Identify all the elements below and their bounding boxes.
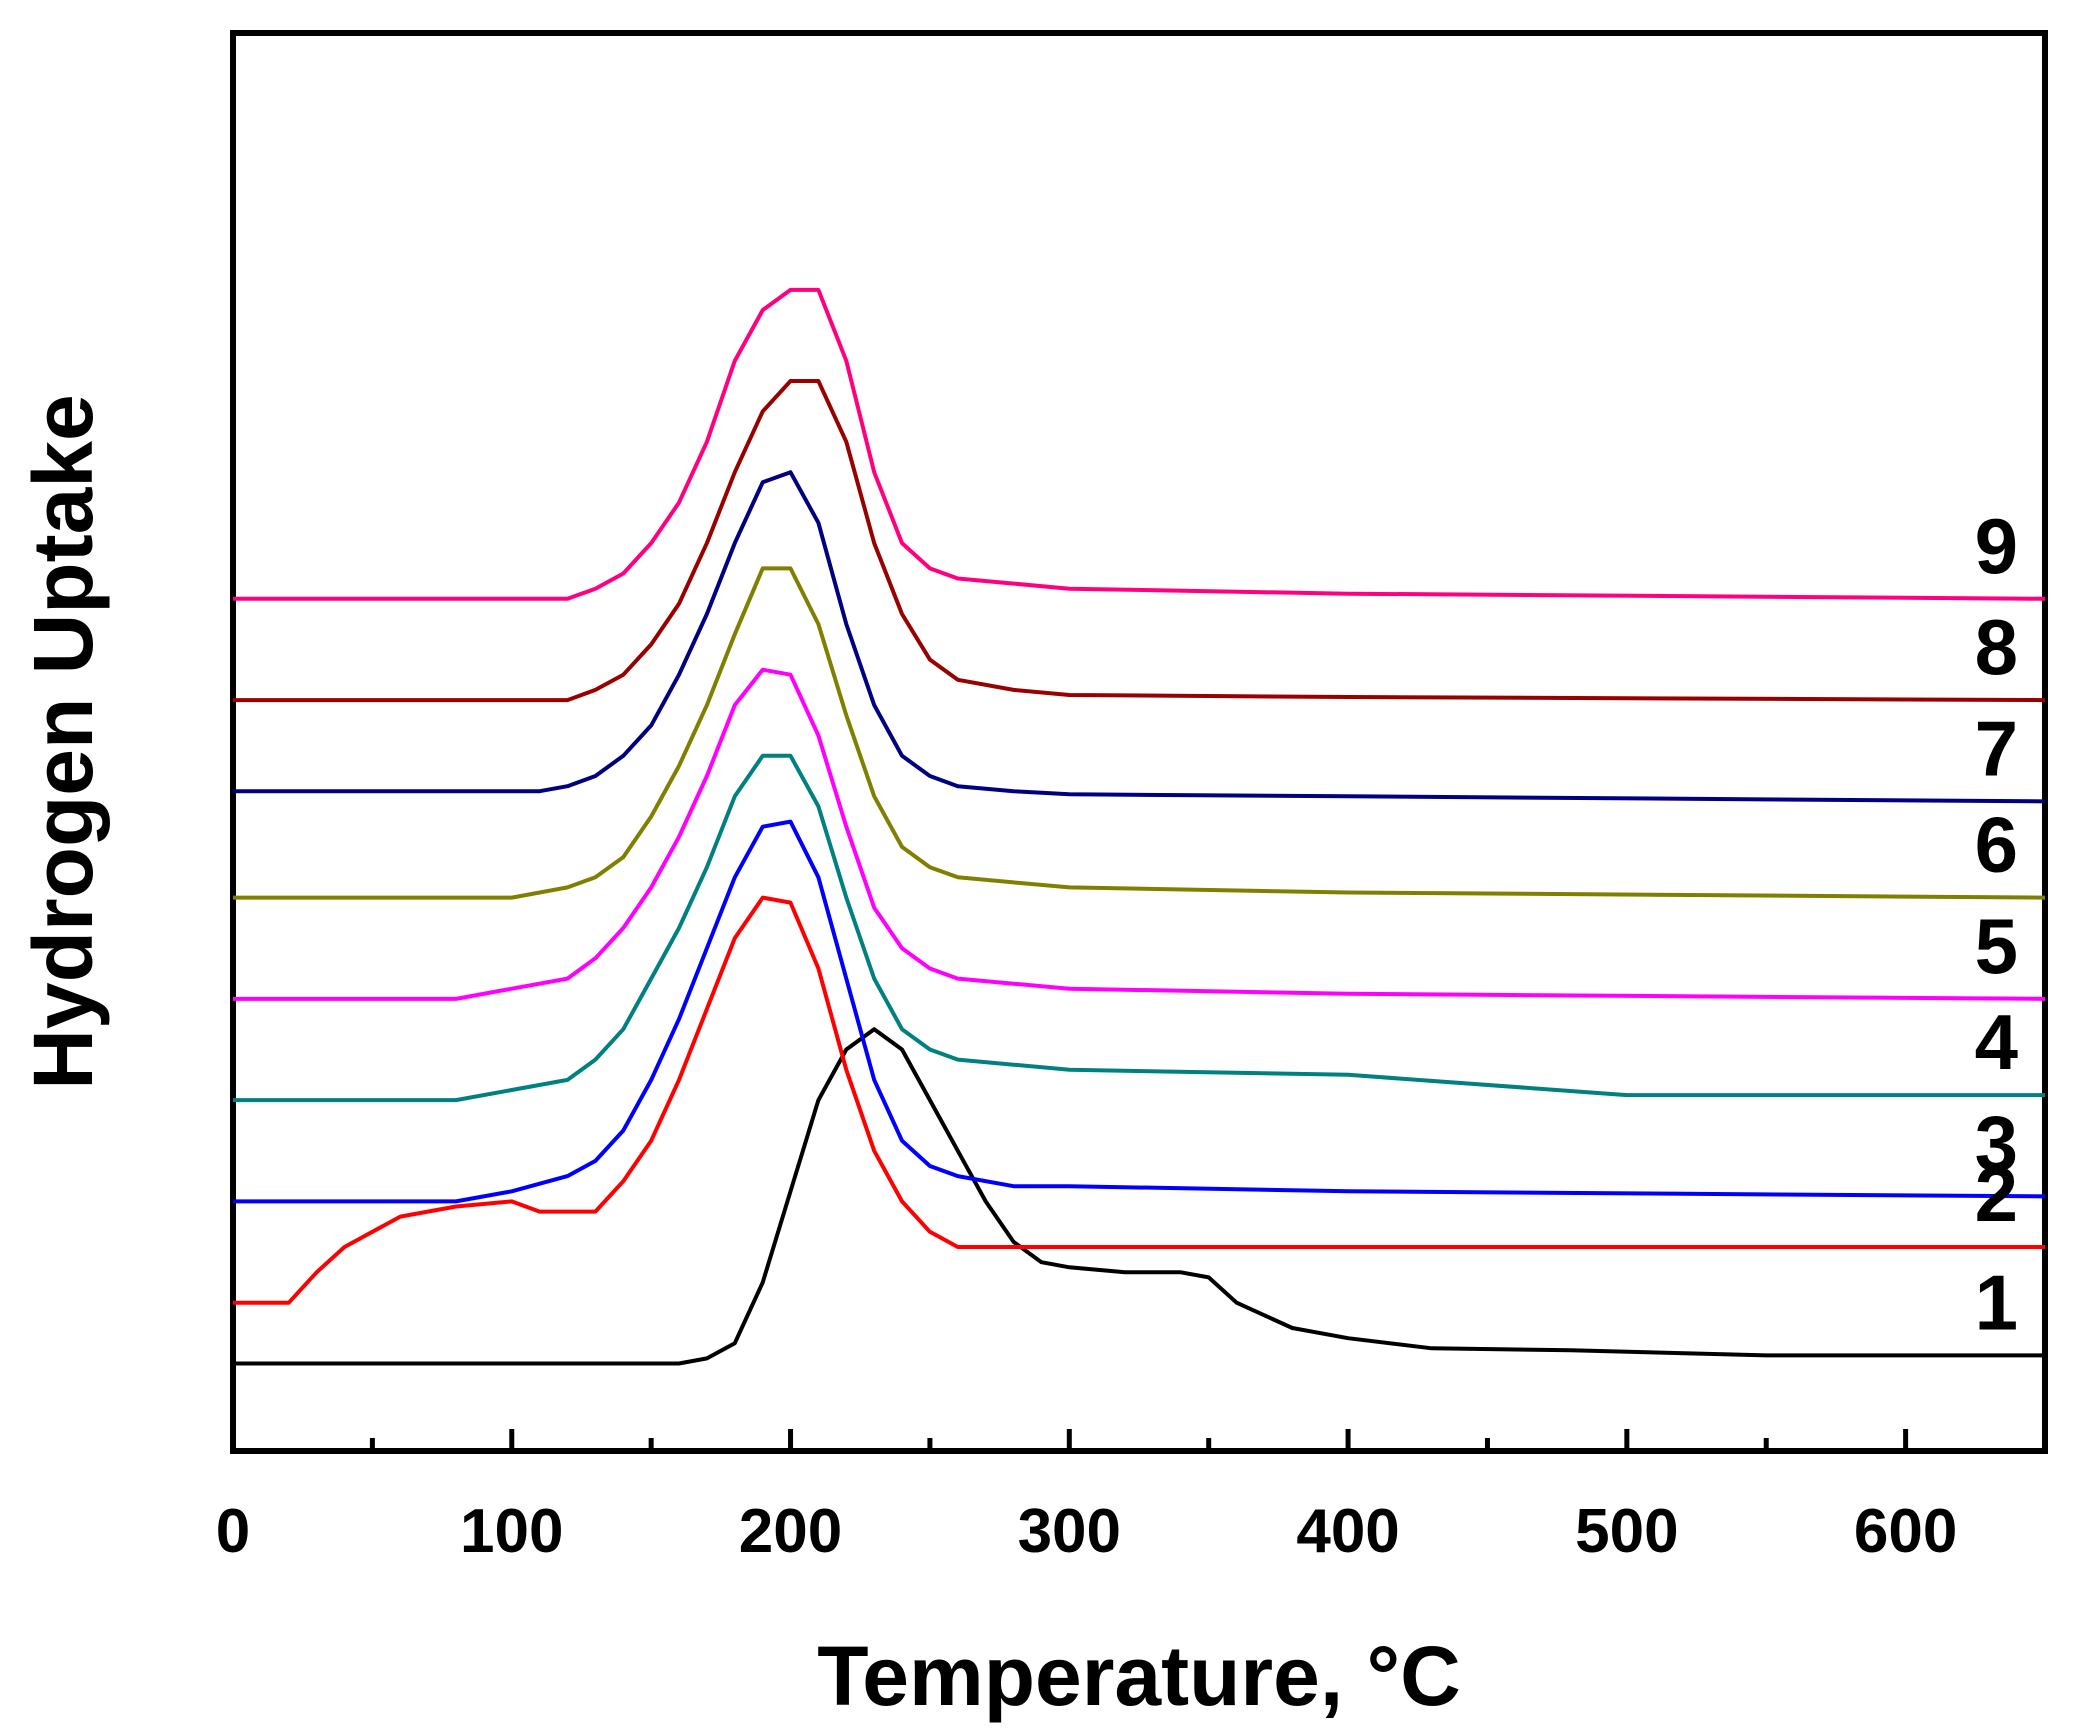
series-label-8: 8 [1975,603,2018,691]
x-tick-label: 300 [1018,1497,1121,1566]
series-label-4: 4 [1975,998,2018,1086]
series-label-9: 9 [1975,502,2018,590]
series-line-3 [233,819,2046,1204]
y-axis-title: Hydrogen Uptake [16,394,110,1089]
series-label-5: 5 [1975,902,2018,990]
series-line-2 [233,895,2045,1305]
x-tick-label: 0 [216,1497,250,1566]
series-line-1 [233,1027,2045,1366]
series-line-9 [233,287,2046,601]
x-tick-label: 100 [460,1497,563,1566]
series-layer [233,287,2046,1366]
series-label-2: 2 [1975,1150,2018,1238]
series-label-7: 7 [1975,704,2018,792]
series-label-3: 3 [1975,1099,2018,1187]
series-line-7 [233,470,2046,804]
series-line-6 [233,566,2046,900]
series-label-6: 6 [1975,801,2018,889]
x-tick-label: 500 [1575,1497,1678,1566]
x-tick-label: 600 [1854,1497,1957,1566]
x-axis-ticks: 0 100 200 300 400 500 600 [216,1429,2048,1566]
plot-frame [230,30,2048,1454]
x-axis-title: Temperature, °C [817,1629,1461,1723]
x-tick-label: 400 [1296,1497,1399,1566]
series-line-4 [233,753,2045,1103]
series-line-8 [233,379,2046,703]
series-label-1: 1 [1975,1258,2018,1346]
x-tick-label: 200 [739,1497,842,1566]
series-line-5 [233,667,2046,1001]
